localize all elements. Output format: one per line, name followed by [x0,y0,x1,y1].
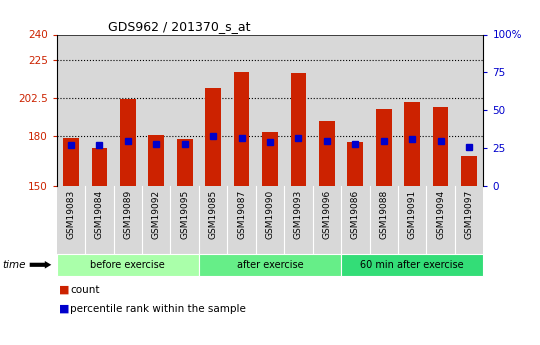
Text: GSM19084: GSM19084 [95,190,104,239]
Text: GSM19096: GSM19096 [322,190,332,239]
Text: GSM19083: GSM19083 [66,190,76,239]
Text: GSM19091: GSM19091 [408,190,417,239]
Bar [177,139,192,186]
Text: GSM19095: GSM19095 [180,190,189,239]
Bar [205,88,221,186]
Bar [461,156,477,186]
Text: ■: ■ [59,304,70,314]
Bar [376,109,392,186]
Text: GSM19085: GSM19085 [208,190,218,239]
Text: GSM19093: GSM19093 [294,190,303,239]
Text: GSM19092: GSM19092 [152,190,161,239]
Text: before exercise: before exercise [90,260,165,270]
Text: GSM19088: GSM19088 [379,190,388,239]
Text: time: time [3,260,26,270]
Bar [120,99,136,186]
Bar [234,72,249,186]
Text: 60 min after exercise: 60 min after exercise [360,260,464,270]
Bar [433,107,448,186]
Bar [63,138,79,186]
Bar [348,141,363,186]
Text: GSM19086: GSM19086 [351,190,360,239]
Bar [148,135,164,186]
Text: GSM19089: GSM19089 [123,190,132,239]
Bar [319,120,335,186]
Bar [291,73,306,186]
Text: GSM19097: GSM19097 [464,190,474,239]
Bar [92,148,107,186]
Text: GSM19087: GSM19087 [237,190,246,239]
Text: ■: ■ [59,285,70,295]
Text: GSM19094: GSM19094 [436,190,445,239]
Text: count: count [70,285,100,295]
Text: GDS962 / 201370_s_at: GDS962 / 201370_s_at [108,20,251,33]
Bar [262,132,278,186]
Text: GSM19090: GSM19090 [266,190,274,239]
Text: percentile rank within the sample: percentile rank within the sample [70,304,246,314]
Text: after exercise: after exercise [237,260,303,270]
Bar [404,102,420,186]
